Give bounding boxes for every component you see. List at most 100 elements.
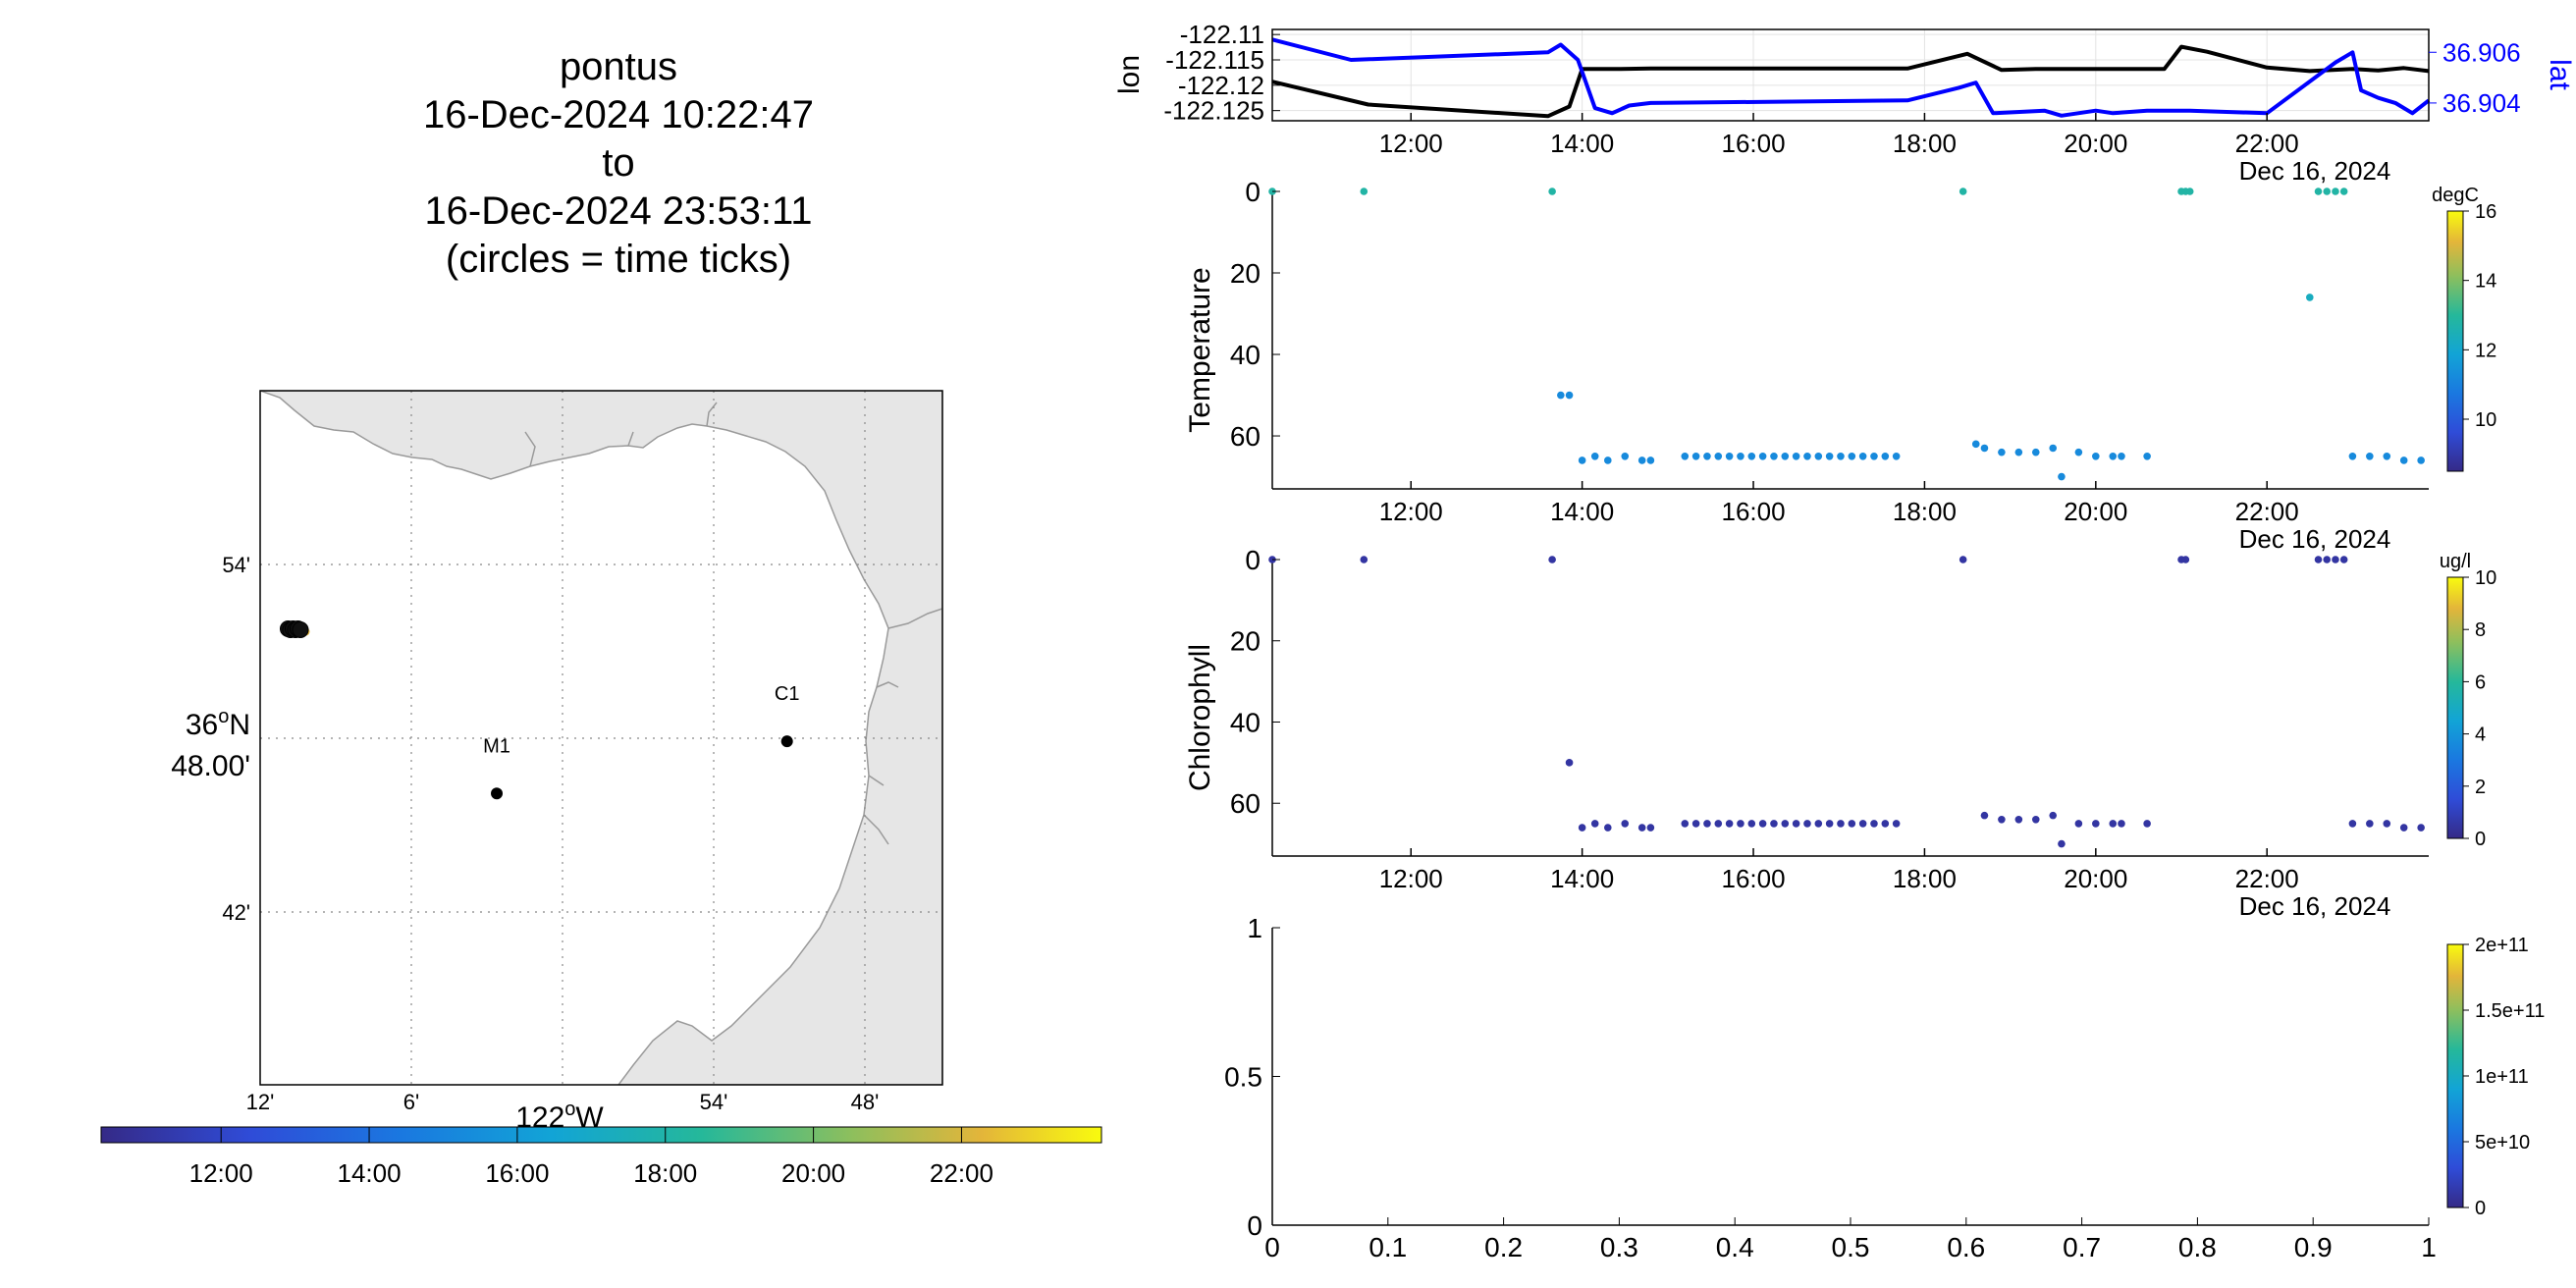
colorbar-tick-label: 20:00 xyxy=(781,1158,845,1188)
colorbar-tick-label: 14 xyxy=(2475,271,2496,293)
series-line-0 xyxy=(1271,44,2430,119)
x-tick-label: 18:00 xyxy=(1893,497,1957,526)
data-point xyxy=(1714,452,1723,460)
colorbar-tick-label: 16 xyxy=(2475,201,2496,223)
data-point xyxy=(1781,820,1790,828)
x-tick-label: 12:00 xyxy=(1379,864,1443,893)
data-point xyxy=(1714,820,1723,828)
data-point xyxy=(1360,188,1368,195)
x-tick-label: 20:00 xyxy=(2064,129,2127,158)
data-point xyxy=(1691,820,1700,828)
chart-position: -122.11-122.115-122.12-122.125 36.906 36.9… xyxy=(1113,20,2576,186)
colorbar-tick-label: 1e+11 xyxy=(2475,1066,2529,1088)
x-tick-label: 18:00 xyxy=(1893,129,1957,158)
colorbar-tick-label: 5e+10 xyxy=(2475,1132,2530,1154)
y-tick-label: 60 xyxy=(1230,421,1261,452)
data-point xyxy=(2323,556,2332,564)
data-point xyxy=(1758,452,1767,460)
data-point xyxy=(2314,556,2323,564)
x-tick-label: 0.7 xyxy=(2063,1232,2101,1262)
data-point xyxy=(1578,824,1586,832)
data-point xyxy=(2014,448,2023,456)
map-title-start: 16-Dec-2024 10:22:47 xyxy=(422,93,815,136)
data-point xyxy=(1590,452,1599,460)
data-point xyxy=(1803,820,1811,828)
data-point xyxy=(1770,452,1778,460)
data-point xyxy=(2074,448,2083,456)
y-tick-label: -122.115 xyxy=(1165,45,1264,75)
x-tick-label: 22:00 xyxy=(2235,129,2299,158)
data-point xyxy=(1998,815,2006,824)
colorbar-tick-label: 16:00 xyxy=(485,1158,549,1188)
data-point xyxy=(1881,820,1890,828)
data-point xyxy=(1578,456,1586,464)
map-marks: C1 M1 xyxy=(279,619,799,800)
data-point xyxy=(2339,188,2348,195)
colorbar-tick-label: 0 xyxy=(2475,1198,2486,1219)
data-point xyxy=(2049,444,2058,453)
y-axis-label: lon xyxy=(1113,55,1146,94)
data-point xyxy=(1959,556,1967,564)
x-tick-label: 22:00 xyxy=(2235,864,2299,893)
data-point xyxy=(2383,820,2391,828)
data-point xyxy=(2014,815,2023,824)
data-point xyxy=(2305,294,2314,301)
map-lon-tick: 12' xyxy=(246,1090,275,1114)
x-tick-label: 12:00 xyxy=(1379,129,1443,158)
data-point xyxy=(2339,556,2348,564)
data-point xyxy=(2181,556,2190,564)
x-tick-label: 0.5 xyxy=(1832,1232,1870,1262)
data-point xyxy=(1637,824,1646,832)
x-tick-label: 14:00 xyxy=(1550,129,1614,158)
map-lat-tick: 42' xyxy=(222,900,250,925)
data-point xyxy=(2049,811,2058,820)
data-point xyxy=(2118,820,2125,828)
y-tick-label: 60 xyxy=(1230,788,1261,819)
data-point xyxy=(1980,444,1989,453)
data-point xyxy=(1837,820,1845,828)
data-point xyxy=(1870,452,1878,460)
x-tick-label: 14:00 xyxy=(1550,497,1614,526)
y-tick-label: 0 xyxy=(1245,545,1261,575)
data-point xyxy=(2348,820,2357,828)
track-time-tick xyxy=(292,620,309,638)
data-point xyxy=(1998,448,2006,456)
data-point xyxy=(2332,188,2339,195)
map-panel: 54' 42' 36oN 48.00' 12' 6' 54' 48' 122oW… xyxy=(100,390,1102,1188)
colorbar-tick-label: 10 xyxy=(2475,409,2496,431)
data-point xyxy=(2074,820,2083,828)
map-lon-tick: 48' xyxy=(851,1090,880,1114)
data-point xyxy=(2058,472,2066,481)
y-axis-label: Temperature xyxy=(1184,267,1216,432)
data-point xyxy=(2185,188,2194,195)
colorbar xyxy=(2446,943,2464,1208)
river-lines xyxy=(524,402,942,845)
colorbar-label: degC xyxy=(2432,185,2479,206)
data-point xyxy=(1621,452,1630,460)
y-tick-label: -122.12 xyxy=(1178,71,1264,100)
chart-temperature: 0 20 40 60 Temperature 12:00 14:00 16:00 18:00 20… xyxy=(1184,177,2496,554)
data-point xyxy=(1565,391,1574,400)
x-tick-label: 12:00 xyxy=(1379,497,1443,526)
data-point xyxy=(1747,452,1756,460)
data-point xyxy=(1604,824,1612,832)
data-point xyxy=(2109,452,2118,460)
map-frame xyxy=(259,390,943,1086)
data-point xyxy=(1858,452,1867,460)
map-lon-tick: 54' xyxy=(700,1090,728,1114)
data-point xyxy=(1792,452,1800,460)
map-title-to: to xyxy=(602,141,635,185)
colorbar xyxy=(2446,210,2464,472)
x-tick-label: 16:00 xyxy=(1721,497,1785,526)
data-point xyxy=(1703,452,1711,460)
data-point xyxy=(2143,452,2151,460)
data-point xyxy=(1621,820,1630,828)
data-point xyxy=(1980,811,1989,820)
map-gridlines xyxy=(260,391,942,1085)
map-title: pontus 16-Dec-2024 10:22:47 to 16-Dec-20… xyxy=(295,43,942,284)
data-point xyxy=(1758,820,1767,828)
data-point xyxy=(1548,556,1556,564)
data-point xyxy=(1837,452,1845,460)
data-point xyxy=(2118,452,2125,460)
x-tick-label: 16:00 xyxy=(1721,864,1785,893)
